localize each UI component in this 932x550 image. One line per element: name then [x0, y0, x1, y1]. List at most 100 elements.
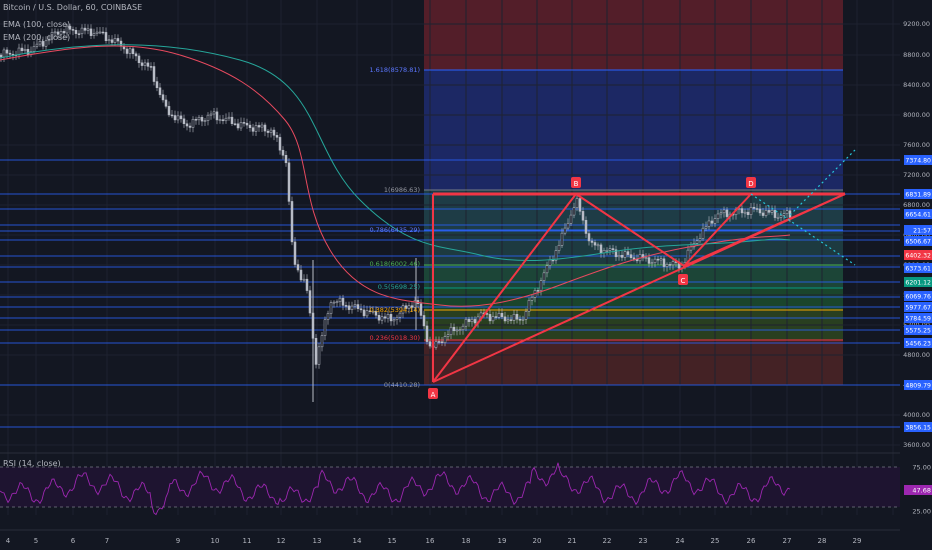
candle-body: [746, 211, 750, 215]
symbol-legend[interactable]: Bitcoin / U.S. Dollar, 60, COINBASE: [3, 3, 143, 12]
time-tick-16: 22: [603, 537, 612, 545]
candle-body: [500, 313, 504, 318]
candle-body: [422, 315, 426, 327]
candle-body: [524, 311, 528, 320]
price-tag-4: 6506.67: [905, 239, 931, 246]
price-axis[interactable]: 9200.00 8800.00 8400.00 8000.00 7600.00 7200.…: [900, 0, 932, 550]
price-tag-11: 5575.25: [905, 328, 931, 335]
candle-body: [122, 46, 126, 50]
candle-body: [5, 49, 9, 54]
candle-body: [614, 249, 618, 258]
candle-body: [530, 296, 534, 301]
candle-body: [587, 233, 591, 242]
candle-body: [770, 210, 774, 213]
candle-body: [98, 31, 102, 34]
time-tick-1: 5: [34, 537, 38, 545]
candle-body: [692, 243, 696, 248]
candle-body: [410, 305, 414, 308]
price-tick-5: 7200.00: [903, 171, 930, 179]
candle-body: [440, 341, 444, 343]
rsi-background: [0, 467, 900, 507]
price-tag-bg-13: [904, 380, 932, 390]
candle-body: [512, 314, 516, 321]
candle-body: [542, 272, 546, 281]
candle-body: [251, 127, 255, 132]
candle-body: [539, 280, 543, 291]
candle-body: [455, 329, 459, 332]
candle-body: [170, 114, 174, 117]
candle-body: [95, 31, 99, 34]
candle-body: [554, 250, 558, 261]
candle-body: [590, 240, 594, 243]
price-tick-3: 8000.00: [903, 111, 930, 119]
price-tag-bg-10: [904, 313, 932, 323]
abcd-pattern[interactable]: A B C D: [428, 149, 856, 399]
candle-body: [398, 312, 402, 318]
candle-body: [59, 31, 63, 35]
candle-body: [623, 251, 627, 258]
price-tag-14: 3856.15: [905, 425, 931, 432]
ema100-legend[interactable]: EMA (100, close): [3, 20, 71, 29]
time-tick-19: 25: [711, 537, 720, 545]
candle-body: [338, 297, 342, 303]
time-tick-18: 24: [676, 537, 685, 545]
price-tick-11: 4800.00: [903, 351, 930, 359]
candle-body: [179, 115, 183, 120]
candle-body: [644, 257, 648, 259]
candle-body: [332, 301, 336, 304]
candle-body: [245, 122, 249, 126]
rsi-pane: [0, 452, 932, 516]
candle-body: [719, 212, 723, 215]
candle-body: [335, 301, 339, 304]
candle-body: [659, 258, 663, 261]
candle-body: [356, 304, 360, 309]
candle-body: [233, 123, 237, 125]
price-candles: [0, 23, 792, 402]
candle-body: [104, 32, 108, 42]
candle-body: [698, 238, 702, 242]
candle-body: [713, 218, 717, 224]
fib-label-0: 1.618(8578.81): [369, 66, 420, 74]
candle-body: [596, 244, 600, 247]
candle-body: [608, 248, 612, 251]
rsi-legend[interactable]: RSI (14, close): [3, 459, 61, 468]
candle-body: [497, 313, 501, 318]
candle-body: [260, 124, 264, 128]
candle-body: [545, 265, 549, 274]
fib-label-6: 0.236(5018.30): [369, 334, 420, 342]
candle-body: [461, 325, 465, 330]
price-axis-bg: [900, 0, 932, 550]
fib-band-2: [424, 190, 843, 230]
candle-body: [146, 62, 150, 67]
time-tick-23: 29: [853, 537, 862, 545]
fib-label-2: 0.786(6435.29): [369, 226, 420, 234]
price-tag-bg-14: [904, 422, 932, 432]
candle-body: [236, 123, 240, 129]
rsi-tick-2: 25.00: [912, 508, 931, 516]
ema200-legend[interactable]: EMA (200, close): [3, 33, 71, 42]
fib-band-7: [424, 340, 843, 385]
time-tick-4: 9: [176, 537, 180, 545]
candle-body: [32, 46, 36, 52]
candle-body: [131, 48, 135, 54]
time-tick-2: 6: [71, 537, 76, 545]
candle-body: [695, 240, 699, 244]
candle-body: [77, 33, 81, 35]
candle-body: [353, 304, 357, 307]
candle-body: [143, 62, 147, 66]
candle-body: [308, 290, 312, 314]
projection-down: [750, 193, 856, 266]
rsi-tick-1: 47.68: [912, 487, 931, 495]
price-tick-6: 6800.00: [903, 201, 930, 209]
candle-body: [275, 135, 279, 138]
candle-body: [767, 210, 771, 213]
fib-label-7: 0(4410.28): [384, 381, 420, 389]
candle-body: [395, 316, 399, 320]
candle-body: [551, 259, 555, 262]
price-tag-bg-7: [904, 277, 932, 287]
time-axis[interactable]: 4 5 6 7 9 10 11 12 13 14 15 16 18 19 20 21 22 23 24 25 26 27 2…: [0, 529, 900, 545]
candle-body: [749, 207, 753, 215]
candle-body: [785, 210, 789, 214]
fib-band-4: [424, 265, 843, 288]
